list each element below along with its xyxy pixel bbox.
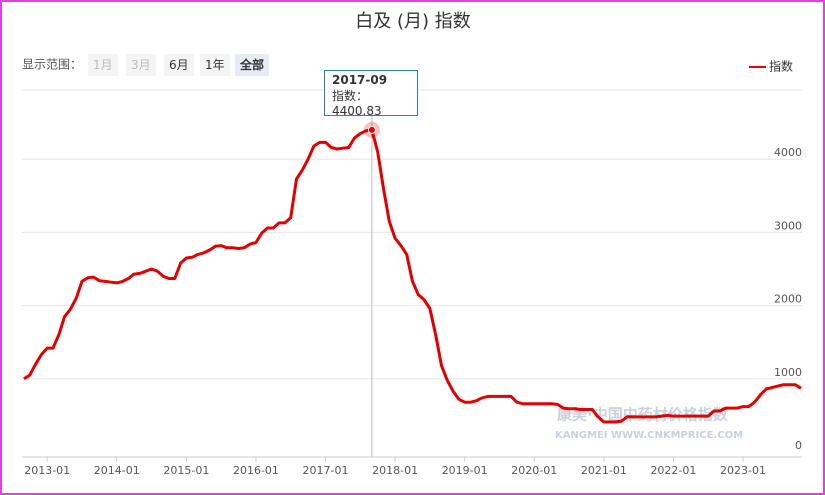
tooltip-title: 2017-09 (332, 73, 388, 87)
tooltip: 2017-09 指数：4400.83 (324, 70, 418, 118)
range-button[interactable]: 1月 (88, 54, 118, 76)
y-tick-label: 3000 (774, 219, 802, 232)
range-button[interactable]: 全部 (235, 54, 270, 76)
x-tick-label: 2020-01 (511, 464, 557, 477)
y-tick-label: 4000 (774, 146, 802, 159)
x-tick-label: 2015-01 (163, 464, 209, 477)
range-button[interactable]: 6月 (164, 54, 194, 76)
line-series (23, 128, 802, 424)
range-button[interactable]: 1年 (200, 54, 230, 76)
tooltip-text: 指数：4400.83 (332, 89, 382, 118)
x-tick-label: 2014-01 (94, 464, 140, 477)
x-tick-label: 2021-01 (581, 464, 627, 477)
y-tick-label: 2000 (774, 293, 802, 306)
legend-label: 指数 (769, 59, 793, 74)
y-tick-label: 1000 (774, 366, 802, 379)
watermark-url: KANGMEI WWW.CNKMPRICE.COM (555, 430, 743, 441)
x-tick-label: 2022-01 (650, 464, 696, 477)
grid (22, 158, 802, 380)
x-tick-label: 2018-01 (372, 464, 418, 477)
chart-title: 白及 (月) 指数 (355, 11, 471, 32)
x-tick-label: 2017-01 (303, 464, 349, 477)
range-label: 显示范围： (22, 58, 82, 72)
x-tick-label: 2013-01 (24, 464, 70, 477)
y-tick-label: 0 (795, 439, 802, 452)
x-tick-label: 2023-01 (720, 464, 766, 477)
x-tick-label: 2019-01 (442, 464, 488, 477)
x-tick-label: 2016-01 (233, 464, 279, 477)
hover-point (367, 125, 376, 134)
range-button[interactable]: 3月 (126, 54, 156, 76)
